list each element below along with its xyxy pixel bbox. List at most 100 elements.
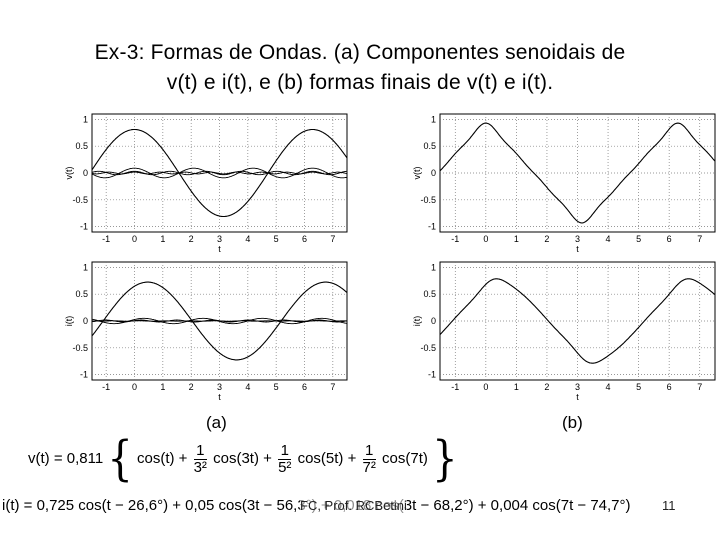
x-tick-label: 2	[544, 234, 549, 244]
x-tick-label: 7	[330, 382, 335, 392]
footer-author: FC, Prof. RCBetini	[300, 498, 407, 513]
v-eq-frac3: 1 7²	[362, 441, 376, 476]
plot-i-final: 1 0.5 0 -0.5 -1 -1 0 1 2 3 4 5 6 7 t i(t)	[410, 258, 720, 402]
i-fundamental-curve	[91, 281, 348, 361]
x-axis-label: t	[576, 392, 579, 402]
frac3-num: 1	[365, 441, 374, 459]
x-tick-label: 5	[274, 234, 279, 244]
y-tick-label: 1	[431, 262, 436, 272]
page-number: 11	[662, 498, 676, 513]
x-axis-label: t	[576, 244, 579, 254]
x-axis-label: t	[218, 244, 221, 254]
v-eq-lhs: v(t) = 0,811	[28, 449, 104, 467]
x-tick-label: 1	[160, 382, 165, 392]
x-tick-label: 0	[483, 382, 488, 392]
frac2-num: 1	[280, 441, 289, 459]
label-b: (b)	[562, 413, 583, 432]
x-tick-label: 6	[667, 382, 672, 392]
v-final-curve	[439, 122, 716, 224]
y-axis-label: v(t)	[412, 167, 422, 180]
plot-frame	[439, 261, 716, 381]
title-line-2: v(t) e i(t), e (b) formas finais de v(t)…	[166, 71, 554, 94]
x-tick-label: 4	[245, 382, 250, 392]
v-eq-frac1: 1 3²	[193, 441, 207, 476]
x-tick-label: 5	[636, 382, 641, 392]
x-tick-label: 1	[160, 234, 165, 244]
y-axis-label: v(t)	[64, 167, 74, 180]
x-tick-label: 7	[330, 234, 335, 244]
title-line-1: Ex-3: Formas de Ondas. (a) Componentes s…	[94, 41, 626, 64]
x-axis-label: t	[218, 392, 221, 402]
v-eq-term3: cos(5t) +	[297, 449, 357, 467]
x-tick-label: 4	[606, 382, 611, 392]
v-fundamental-curve	[91, 128, 348, 218]
x-tick-label: 1	[514, 234, 519, 244]
plot-v-components: 1 0.5 0 -0.5 -1 -1 0 1 2 3 4 5 6 7 t v(t)	[62, 110, 362, 254]
frac1-num: 1	[196, 441, 205, 459]
x-tick-label: 2	[189, 234, 194, 244]
y-tick-label: 0.5	[75, 289, 88, 299]
plot-i-components: 1 0.5 0 -0.5 -1 -1 0 1 2 3 4 5 6 7 t i(t)	[62, 258, 362, 402]
close-brace: }	[432, 431, 458, 487]
y-tick-label: 1	[83, 262, 88, 272]
x-tick-label: -1	[102, 234, 110, 244]
x-tick-label: 6	[667, 234, 672, 244]
x-tick-label: 3	[575, 382, 580, 392]
x-tick-label: 7	[697, 234, 702, 244]
y-tick-label: -1	[80, 222, 88, 232]
frac1-den: 3²	[193, 458, 207, 476]
y-tick-label: 1	[431, 114, 436, 124]
y-tick-label: 0.5	[423, 141, 436, 151]
x-tick-label: 5	[636, 234, 641, 244]
y-tick-label: -0.5	[420, 343, 436, 353]
y-tick-label: 0.5	[75, 141, 88, 151]
x-tick-label: 6	[302, 382, 307, 392]
x-tick-label: 3	[217, 382, 222, 392]
y-tick-label: 0.5	[423, 289, 436, 299]
y-tick-label: -0.5	[72, 195, 88, 205]
x-tick-label: 5	[274, 382, 279, 392]
y-tick-label: -1	[428, 222, 436, 232]
x-tick-label: 1	[514, 382, 519, 392]
x-tick-label: -1	[102, 382, 110, 392]
x-tick-label: 4	[245, 234, 250, 244]
x-tick-label: 3	[575, 234, 580, 244]
x-tick-label: 2	[189, 382, 194, 392]
plot-v-final: 1 0.5 0 -0.5 -1 -1 0 1 2 3 4 5 6 7 t v(t)	[410, 110, 720, 254]
x-tick-label: -1	[451, 234, 459, 244]
x-tick-label: 6	[302, 234, 307, 244]
frac3-den: 7²	[362, 458, 376, 476]
slide-title: Ex-3: Formas de Ondas. (a) Componentes s…	[0, 38, 720, 98]
x-tick-label: 2	[544, 382, 549, 392]
x-tick-label: -1	[451, 382, 459, 392]
v-3rd-harmonic-curve	[91, 167, 348, 179]
i-final-curve	[439, 278, 716, 364]
v-eq-term2: cos(3t) +	[213, 449, 272, 467]
x-tick-label: 3	[217, 234, 222, 244]
x-tick-label: 7	[697, 382, 702, 392]
x-tick-label: 0	[132, 382, 137, 392]
v-7th-harmonic-curve	[91, 171, 348, 175]
y-tick-label: 0	[83, 316, 88, 326]
y-tick-label: 1	[83, 114, 88, 124]
frac2-den: 5²	[278, 458, 292, 476]
y-tick-label: 0	[431, 168, 436, 178]
v-eq-frac2: 1 5²	[278, 441, 292, 476]
x-tick-label: 0	[132, 234, 137, 244]
open-brace: {	[107, 431, 133, 487]
v-eq-term4: cos(7t)	[382, 449, 428, 467]
x-tick-label: 4	[606, 234, 611, 244]
x-tick-label: 0	[483, 234, 488, 244]
v-eq-term1: cos(t) +	[136, 449, 188, 467]
y-tick-label: 0	[431, 316, 436, 326]
y-tick-label: -0.5	[420, 195, 436, 205]
y-axis-label: i(t)	[412, 316, 422, 327]
y-axis-label: i(t)	[64, 316, 74, 327]
y-tick-label: 0	[83, 168, 88, 178]
v-5th-harmonic-curve	[91, 170, 347, 176]
y-tick-label: -1	[80, 370, 88, 380]
y-tick-label: -1	[428, 370, 436, 380]
label-a: (a)	[206, 413, 227, 432]
y-tick-label: -0.5	[72, 343, 88, 353]
